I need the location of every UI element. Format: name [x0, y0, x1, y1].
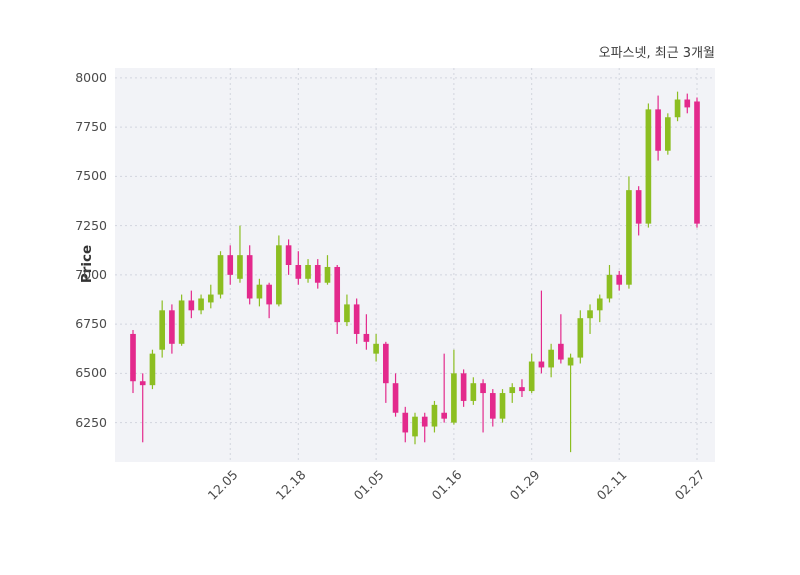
- candle-body: [207, 294, 214, 303]
- candle-body: [402, 412, 409, 433]
- chart-title: 오파스넷, 최근 3개월: [598, 46, 715, 61]
- candle-body: [324, 266, 331, 283]
- candle-body: [431, 404, 438, 427]
- candle-body: [344, 304, 350, 323]
- candle-body: [635, 190, 642, 224]
- candle-body: [480, 383, 486, 394]
- candle-body: [188, 300, 195, 311]
- candle-body: [295, 265, 302, 279]
- x-tick-label: 01.05: [350, 467, 387, 503]
- candle-body: [596, 298, 603, 311]
- candle-body: [684, 99, 691, 108]
- candle-body: [266, 284, 272, 305]
- y-tick-label: 7750: [75, 119, 107, 135]
- y-tick-label: 7000: [75, 266, 107, 282]
- candle-body: [198, 298, 204, 311]
- candle-body: [412, 416, 418, 437]
- candle-body: [139, 381, 146, 386]
- candle-body: [626, 190, 632, 285]
- candle-body: [528, 361, 535, 392]
- candle-body: [606, 274, 613, 299]
- candle-body: [694, 101, 700, 224]
- candle-body: [353, 304, 360, 334]
- candle-body: [509, 387, 516, 394]
- y-tick-label: 6750: [75, 316, 107, 332]
- candle-body: [169, 310, 175, 344]
- candle-body: [587, 310, 593, 319]
- candle-body: [178, 300, 185, 344]
- candlestick-plot: [115, 68, 715, 462]
- candle-body: [655, 109, 661, 151]
- candle-body: [499, 393, 506, 419]
- candle-body: [149, 353, 156, 386]
- y-tick-label: 8000: [75, 69, 107, 85]
- y-tick-label: 7500: [75, 168, 107, 184]
- x-tick-label: 12.05: [204, 467, 241, 503]
- candle-body: [567, 357, 574, 366]
- candle-body: [285, 245, 292, 265]
- x-tick-label: 01.29: [506, 467, 543, 503]
- candle-body: [645, 109, 652, 224]
- x-tick-label: 02.27: [671, 467, 708, 503]
- candle-body: [373, 343, 379, 354]
- candle-body: [616, 274, 623, 285]
- candle-body: [519, 387, 525, 392]
- candle-body: [130, 333, 136, 382]
- candle-body: [217, 255, 224, 295]
- candle-body: [383, 343, 389, 384]
- candle-body: [159, 310, 165, 350]
- candle-body: [421, 416, 428, 427]
- candle-body: [276, 245, 282, 305]
- x-tick-label: 01.16: [428, 467, 465, 503]
- candle-body: [548, 349, 554, 368]
- candle-body: [665, 117, 671, 151]
- candle-body: [674, 99, 681, 118]
- candle-body: [246, 255, 253, 299]
- candle-body: [237, 255, 243, 279]
- y-tick-label: 6250: [75, 414, 107, 430]
- x-tick-label: 12.18: [272, 467, 309, 503]
- candle-body: [227, 255, 234, 275]
- candle-body: [441, 412, 447, 419]
- candle-body: [363, 333, 370, 342]
- candle-body: [558, 343, 564, 360]
- candle-body: [489, 393, 496, 419]
- candle-body: [334, 266, 341, 323]
- candle-body: [314, 265, 321, 283]
- candle-body: [538, 361, 545, 368]
- candle-body: [460, 373, 467, 401]
- y-tick-label: 6500: [75, 365, 107, 381]
- y-tick-label: 7250: [75, 217, 107, 233]
- x-tick-label: 02.11: [593, 467, 630, 503]
- y-axis-label: Price: [79, 244, 95, 284]
- candle-body: [451, 373, 457, 423]
- candle-body: [470, 383, 477, 401]
- candle-body: [305, 265, 311, 279]
- plot-area: [115, 68, 715, 462]
- candle-body: [392, 383, 399, 413]
- candle-body: [256, 284, 263, 299]
- candle-body: [577, 318, 584, 358]
